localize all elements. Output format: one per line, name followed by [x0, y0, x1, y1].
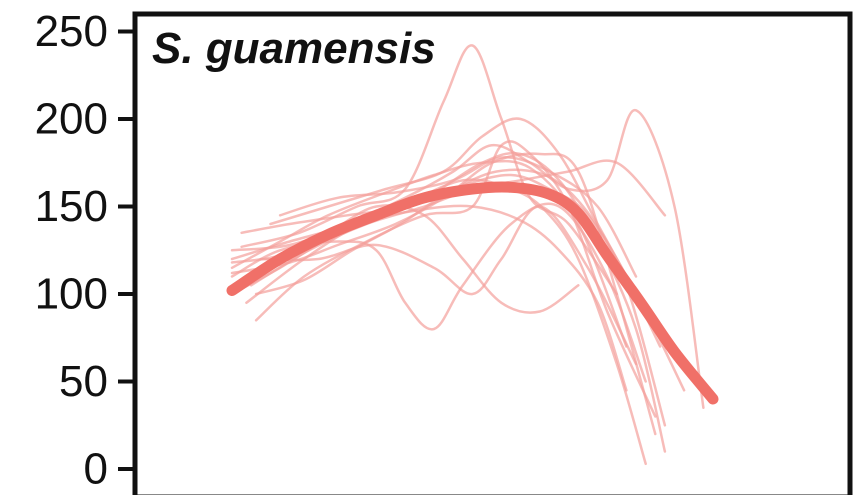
plot-frame [132, 11, 853, 495]
y-tick-label-0: 0 [84, 445, 108, 494]
y-tick-label-150: 150 [35, 182, 108, 231]
y-tick-label-50: 50 [59, 357, 108, 406]
individual-series-line-10 [230, 152, 657, 436]
individual-series-line-11 [245, 204, 628, 392]
series-lines [226, 44, 719, 466]
individual-series-line-4 [230, 202, 647, 383]
panel-title: S. guamensis [152, 24, 436, 73]
mean-series-line [226, 181, 719, 405]
individual-series-line-9 [259, 205, 638, 366]
individual-series-line-16 [278, 156, 638, 278]
y-tick-label-100: 100 [35, 270, 108, 319]
y-tick-label-250: 250 [35, 7, 108, 56]
y-tick-label-200: 200 [35, 95, 108, 144]
y-axis: 0 50 100 150 200 250 [35, 7, 134, 494]
